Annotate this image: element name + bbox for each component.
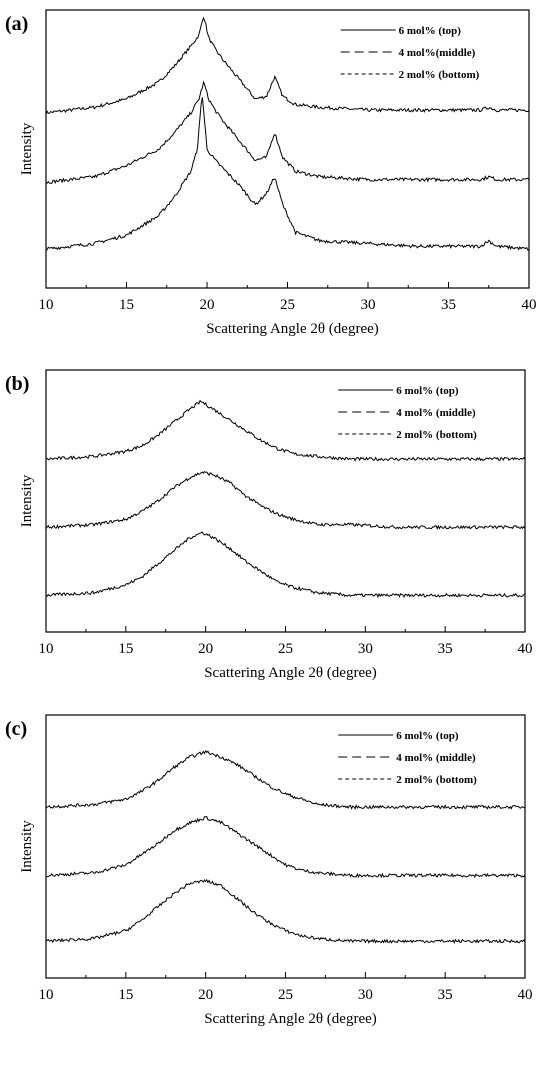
- x-tick-label: 25: [278, 987, 293, 1003]
- x-axis-label: Scattering Angle 2θ (degree): [206, 321, 379, 337]
- x-axis-label: Scattering Angle 2θ (degree): [204, 1011, 377, 1027]
- legend-label-1: 6 mol% (top): [399, 25, 462, 37]
- legend-label-3: 2 mol% (bottom): [396, 774, 477, 786]
- series-line-2: [45, 470, 526, 531]
- x-tick-label: 20: [198, 641, 213, 657]
- x-tick-label: 10: [39, 297, 54, 313]
- x-tick-label: 40: [522, 297, 537, 313]
- legend-label-2: 4 mol%(middle): [399, 47, 476, 59]
- series-line-1: [45, 749, 526, 810]
- x-tick-label: 40: [518, 987, 533, 1003]
- panel-label: (a): [5, 13, 28, 35]
- legend-label-2: 4 mol% (middle): [396, 407, 476, 419]
- x-tick-label: 10: [39, 987, 54, 1003]
- x-tick-label: 30: [358, 641, 373, 657]
- x-tick-label: 30: [361, 297, 376, 313]
- x-tick-label: 25: [278, 641, 293, 657]
- legend-label-3: 2 mol% (bottom): [399, 69, 480, 81]
- series-line-2: [45, 816, 526, 879]
- panel-label: (c): [5, 718, 27, 740]
- series-line-1: [45, 16, 530, 115]
- y-axis-label: Intensity: [19, 474, 35, 527]
- series-line-3: [45, 97, 530, 252]
- series-line-2: [45, 80, 530, 185]
- legend-label-2: 4 mol% (middle): [396, 752, 476, 764]
- panel-1: 10 15 20 25 30 35 40 Scattering Angle 2θ (degre…: [5, 9, 537, 337]
- y-axis-label: Intensity: [19, 820, 35, 873]
- x-tick-label: 15: [118, 641, 133, 657]
- y-axis-label: Intensity: [19, 122, 35, 175]
- legend-label-1: 6 mol% (top): [396, 730, 459, 742]
- x-tick-label: 20: [200, 297, 215, 313]
- x-tick-label: 40: [518, 641, 533, 657]
- x-tick-label: 15: [118, 987, 133, 1003]
- x-tick-label: 10: [39, 641, 54, 657]
- x-tick-label: 35: [438, 641, 453, 657]
- legend-label-3: 2 mol% (bottom): [396, 429, 477, 441]
- series-line-3: [45, 878, 526, 945]
- series-line-3: [45, 531, 526, 599]
- x-tick-label: 35: [438, 987, 453, 1003]
- x-tick-label: 25: [280, 297, 295, 313]
- series-line-1: [45, 399, 526, 462]
- panel-3: 10 15 20 25 30 35 40 Scattering Angle 2θ (degre…: [5, 714, 533, 1027]
- x-tick-label: 30: [358, 987, 373, 1003]
- panel-label: (b): [5, 373, 29, 395]
- x-tick-label: 20: [198, 987, 213, 1003]
- x-axis-label: Scattering Angle 2θ (degree): [204, 665, 377, 681]
- x-tick-label: 15: [119, 297, 134, 313]
- panel-2: 10 15 20 25 30 35 40 Scattering Angle 2θ (degre…: [5, 369, 533, 681]
- legend-label-1: 6 mol% (top): [396, 385, 459, 397]
- x-tick-label: 35: [441, 297, 456, 313]
